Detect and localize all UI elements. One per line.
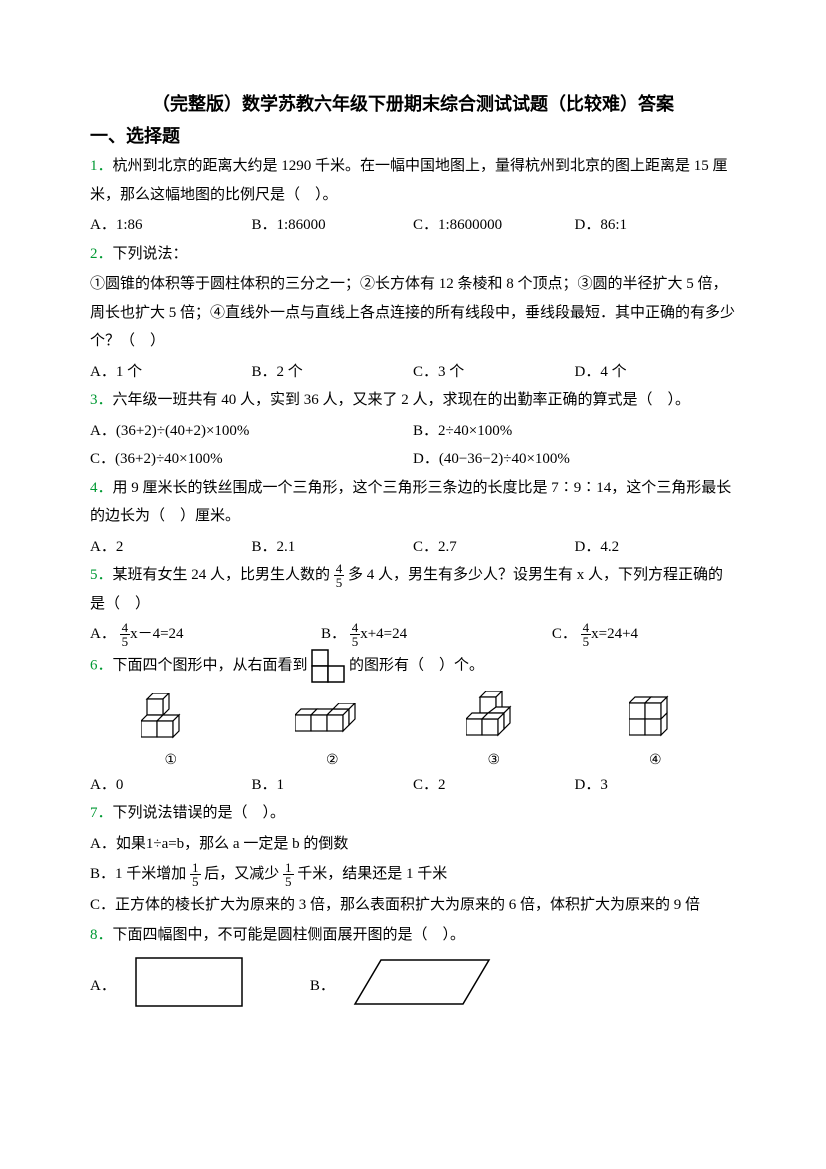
q2-lead: 下列说法： <box>113 246 188 262</box>
q3-opt-b: B．2÷40×100% <box>413 417 736 446</box>
qnum: 2． <box>90 246 113 262</box>
cube-figure-1: ① <box>120 693 222 769</box>
figure-label: ② <box>282 752 384 769</box>
q1-opt-c: C．1:8600000 <box>413 211 575 240</box>
q4-text: 用 9 厘米长的铁丝围成一个三角形，这个三角形三条边的长度比是 7∶9∶14，这… <box>90 480 731 525</box>
qnum: 5． <box>90 567 113 583</box>
fraction-1-5: 15 <box>283 861 294 888</box>
q7b-part3: 千米，结果还是 1 千米 <box>297 866 447 882</box>
question-7: 7．下列说法错误的是（ ）。 <box>90 799 736 828</box>
q4-opt-c: C．2.7 <box>413 533 575 562</box>
cubes-icon <box>629 695 681 745</box>
rectangle-icon <box>134 956 244 1013</box>
q5b-label: B． <box>321 626 346 642</box>
cube-figure-3: ③ <box>443 691 545 769</box>
q6-opt-b: B．1 <box>252 771 414 800</box>
q4-opt-d: D．4.2 <box>575 533 737 562</box>
q6-figures: ① ② <box>90 685 736 771</box>
question-1: 1．杭州到北京的距离大约是 1290 千米。在一幅中国地图上，量得杭州到北京的图… <box>90 152 736 209</box>
q3-opt-c: C．(36+2)÷40×100% <box>90 445 413 474</box>
section-heading: 一、选择题 <box>90 122 736 148</box>
fraction-icon: 45 <box>350 621 361 648</box>
l-shape-icon <box>311 649 345 683</box>
q4-opt-a: A．2 <box>90 533 252 562</box>
q3-options-row1: A．(36+2)÷(40+2)×100% B．2÷40×100% <box>90 417 736 446</box>
cubes-icon <box>141 693 201 745</box>
question-4: 4．用 9 厘米长的铁丝围成一个三角形，这个三角形三条边的长度比是 7∶9∶14… <box>90 474 736 531</box>
q6-opt-a: A．0 <box>90 771 252 800</box>
question-8: 8．下面四幅图中，不可能是圆柱侧面展开图的是（ ）。 <box>90 921 736 950</box>
q7-lead: 下列说法错误的是（ ）。 <box>113 805 286 821</box>
q3-text: 六年级一班共有 40 人，实到 36 人，又来了 2 人，求现在的出勤率正确的算… <box>113 392 691 408</box>
q6-t1: 下面四个图形中，从右面看到 <box>113 657 308 673</box>
q7b-part2: 后，又减少 <box>204 866 279 882</box>
q1-opt-b: B．1:86000 <box>252 211 414 240</box>
q5a-label: A． <box>90 626 116 642</box>
q8-opt-a-label: A． <box>90 974 116 995</box>
q4-opt-b: B．2.1 <box>252 533 414 562</box>
q5a-tail: x－4=24 <box>130 626 183 642</box>
q3-opt-a: A．(36+2)÷(40+2)×100% <box>90 417 413 446</box>
question-2: 2．下列说法： <box>90 240 736 269</box>
q4-options: A．2 B．2.1 C．2.7 D．4.2 <box>90 533 736 562</box>
q5-options: A． 45x－4=24 B． 45x+4=24 C． 45x=24+4 <box>90 620 736 649</box>
q6-t2: 的图形有（ ）个。 <box>349 657 484 673</box>
parallelogram-icon <box>353 956 493 1013</box>
fraction-1-5: 15 <box>190 861 201 888</box>
q2-opt-b: B．2 个 <box>252 358 414 387</box>
question-5: 5．某班有女生 24 人，比男生人数的 45 多 4 人，男生有多少人？设男生有… <box>90 561 736 618</box>
exam-page: （完整版）数学苏教六年级下册期末综合测试试题（比较难）答案 一、选择题 1．杭州… <box>0 0 826 1053</box>
q2-opt-c: C．3 个 <box>413 358 575 387</box>
q1-options: A．1:86 B．1:86000 C．1:8600000 D．86:1 <box>90 211 736 240</box>
qnum: 8． <box>90 927 113 943</box>
page-title: （完整版）数学苏教六年级下册期末综合测试试题（比较难）答案 <box>90 90 736 116</box>
qnum: 3． <box>90 392 113 408</box>
q6-options: A．0 B．1 C．2 D．3 <box>90 771 736 800</box>
figure-label: ④ <box>605 752 707 769</box>
q6-opt-c: C．2 <box>413 771 575 800</box>
q2-body: ①圆锥的体积等于圆柱体积的三分之一；②长方体有 12 条棱和 8 个顶点；③圆的… <box>90 270 736 356</box>
q7-opt-a: A．如果1÷a=b，那么 a 一定是 b 的倒数 <box>90 830 736 859</box>
q2-opt-a: A．1 个 <box>90 358 252 387</box>
cubes-icon <box>295 703 369 745</box>
fraction-icon: 45 <box>120 621 131 648</box>
q5-opt-c: C． 45x=24+4 <box>552 620 736 649</box>
q3-options-row2: C．(36+2)÷40×100% D．(40−36−2)÷40×100% <box>90 445 736 474</box>
fraction-icon: 45 <box>581 621 592 648</box>
q1-opt-a: A．1:86 <box>90 211 252 240</box>
q8-text: 下面四幅图中，不可能是圆柱侧面展开图的是（ ）。 <box>113 927 466 943</box>
q1-text: 杭州到北京的距离大约是 1290 千米。在一幅中国地图上，量得杭州到北京的图上距… <box>90 158 728 203</box>
q7b-part1: B．1 千米增加 <box>90 866 186 882</box>
qnum: 6． <box>90 657 113 673</box>
q3-opt-d: D．(40−36−2)÷40×100% <box>413 445 736 474</box>
q5-opt-a: A． 45x－4=24 <box>90 620 311 649</box>
qnum: 4． <box>90 480 113 496</box>
q6-opt-d: D．3 <box>575 771 737 800</box>
cubes-icon <box>466 691 522 745</box>
q2-options: A．1 个 B．2 个 C．3 个 D．4 个 <box>90 358 736 387</box>
q8-opt-b-label: B． <box>310 974 335 995</box>
figure-label: ③ <box>443 752 545 769</box>
q5-t1: 某班有女生 24 人，比男生人数的 <box>113 567 331 583</box>
cube-figure-2: ② <box>282 703 384 769</box>
q8-options: A． B． <box>90 956 736 1013</box>
q5b-tail: x+4=24 <box>360 626 407 642</box>
q5-opt-b: B． 45x+4=24 <box>321 620 542 649</box>
q7-opt-b: B．1 千米增加 15 后，又减少 15 千米，结果还是 1 千米 <box>90 860 736 889</box>
question-3: 3．六年级一班共有 40 人，实到 36 人，又来了 2 人，求现在的出勤率正确… <box>90 386 736 415</box>
q2-opt-d: D．4 个 <box>575 358 737 387</box>
q5c-tail: x=24+4 <box>591 626 638 642</box>
q5c-label: C． <box>552 626 577 642</box>
cube-figure-4: ④ <box>605 695 707 769</box>
question-6: 6．下面四个图形中，从右面看到 的图形有（ ）个。 <box>90 649 736 683</box>
qnum: 7． <box>90 805 113 821</box>
qnum: 1． <box>90 158 113 174</box>
fraction-4-5: 45 <box>334 562 345 589</box>
q1-opt-d: D．86:1 <box>575 211 737 240</box>
q7-opt-c: C．正方体的棱长扩大为原来的 3 倍，那么表面积扩大为原来的 6 倍，体积扩大为… <box>90 891 736 920</box>
figure-label: ① <box>120 752 222 769</box>
